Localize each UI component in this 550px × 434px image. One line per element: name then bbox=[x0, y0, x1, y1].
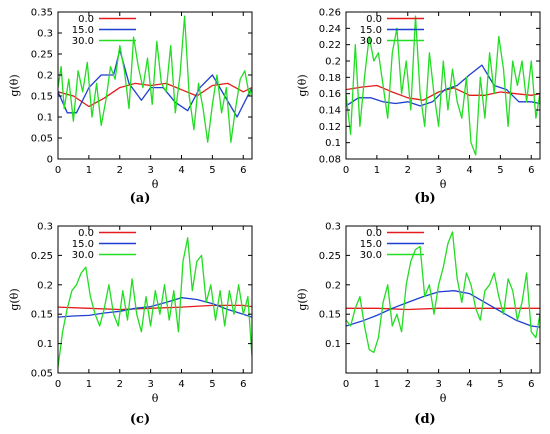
y-tick-label: 0.2 bbox=[37, 280, 53, 291]
x-tick-label: 2 bbox=[117, 165, 123, 176]
x-axis-label: θ bbox=[152, 178, 159, 191]
plot-frame bbox=[345, 225, 541, 374]
y-tick-label: 0.08 bbox=[319, 155, 341, 166]
y-tick-label: 0.25 bbox=[319, 251, 341, 262]
x-tick-label: 0 bbox=[55, 379, 61, 390]
x-tick-label: 6 bbox=[528, 165, 534, 176]
x-tick-label: 0 bbox=[343, 165, 349, 176]
legend-label: 30.0 bbox=[360, 36, 382, 47]
x-tick-label: 3 bbox=[435, 379, 441, 390]
series-line-30.0 bbox=[346, 15, 540, 156]
panel-caption: (b) bbox=[414, 191, 435, 206]
y-tick-label: 0.35 bbox=[31, 8, 53, 19]
chart-panel-c: 0 1 2 3 4 5 6 0.05 0.1 0.15 0.2 0.25 0.3 θ g(θ) 0.015.0… bbox=[8, 222, 253, 427]
x-tick-label: 2 bbox=[405, 379, 411, 390]
x-tick-label: 0 bbox=[343, 379, 349, 390]
x-tick-label: 5 bbox=[209, 379, 215, 390]
panel-caption: (d) bbox=[414, 412, 435, 427]
legend-label: 30.0 bbox=[360, 250, 382, 261]
y-tick-label: 0.16 bbox=[319, 89, 341, 100]
y-tick-label: 0.3 bbox=[37, 222, 53, 233]
x-tick-label: 3 bbox=[435, 165, 441, 176]
x-tick-label: 4 bbox=[466, 379, 472, 390]
y-axis-label: g(θ) bbox=[8, 74, 21, 96]
x-tick-label: 6 bbox=[528, 379, 534, 390]
y-tick-label: 0.05 bbox=[31, 369, 53, 380]
y-tick-label: 0.12 bbox=[319, 122, 341, 133]
x-axis-label: θ bbox=[440, 178, 447, 191]
x-tick-label: 1 bbox=[86, 165, 92, 176]
y-tick-label: 0.15 bbox=[31, 92, 53, 103]
y-axis-label: g(θ) bbox=[296, 74, 309, 96]
panel-caption: (a) bbox=[130, 191, 151, 206]
x-tick-label: 2 bbox=[405, 165, 411, 176]
y-tick-label: 0.3 bbox=[325, 222, 341, 233]
series-line-30.0 bbox=[346, 231, 540, 354]
x-tick-label: 1 bbox=[86, 379, 92, 390]
y-tick-label: 0.25 bbox=[31, 251, 53, 262]
y-tick-label: 0.05 bbox=[31, 134, 53, 145]
y-axis-label: g(θ) bbox=[8, 288, 21, 310]
x-tick-label: 0 bbox=[55, 165, 61, 176]
panel-caption: (c) bbox=[130, 412, 150, 427]
legend-label: 0.0 bbox=[366, 14, 382, 25]
legend-label: 15.0 bbox=[72, 25, 94, 36]
y-tick-label: 0.15 bbox=[31, 310, 53, 321]
y-tick-label: 0.1 bbox=[37, 339, 53, 350]
series-line-30.0 bbox=[58, 237, 252, 368]
chart-panel-a: 0 1 2 3 4 5 6 0 0.05 0.1 0.15 0.2 0.25 0.3 0.35 θ g(θ) 0.… bbox=[8, 8, 253, 206]
y-tick-label: 0 bbox=[47, 155, 53, 166]
legend-label: 30.0 bbox=[72, 36, 94, 47]
y-tick-label: 0.3 bbox=[37, 29, 53, 40]
x-tick-label: 6 bbox=[240, 379, 246, 390]
x-axis-label: θ bbox=[440, 392, 447, 405]
y-tick-label: 0.22 bbox=[319, 40, 341, 51]
legend-label: 30.0 bbox=[72, 250, 94, 261]
x-tick-label: 4 bbox=[178, 379, 184, 390]
y-tick-label: 0.2 bbox=[325, 57, 341, 68]
chart-panel-d: 0 1 2 3 4 5 6 0.1 0.15 0.2 0.25 0.3 θ g(θ) 0.015.030.0… bbox=[296, 222, 541, 427]
x-tick-label: 5 bbox=[497, 165, 503, 176]
x-tick-label: 5 bbox=[209, 165, 215, 176]
series-line-0.0 bbox=[346, 307, 540, 311]
series-line-15.0 bbox=[346, 290, 540, 328]
y-tick-label: 0.1 bbox=[37, 113, 53, 124]
x-tick-label: 6 bbox=[240, 165, 246, 176]
chart-panel-b: 0 1 2 3 4 5 6 0.08 0.1 0.12 0.14 0.16 0.18 0.2 0.22 0.2… bbox=[296, 8, 541, 206]
x-tick-label: 4 bbox=[466, 165, 472, 176]
legend-label: 0.0 bbox=[366, 228, 382, 239]
y-tick-label: 0.18 bbox=[319, 73, 341, 84]
legend-label: 0.0 bbox=[78, 14, 94, 25]
y-axis-label: g(θ) bbox=[296, 288, 309, 310]
y-tick-label: 0.15 bbox=[319, 310, 341, 321]
y-tick-label: 0.25 bbox=[31, 50, 53, 61]
y-tick-label: 0.1 bbox=[325, 339, 341, 350]
x-tick-label: 5 bbox=[497, 379, 503, 390]
legend-label: 15.0 bbox=[360, 239, 382, 250]
y-tick-label: 0.26 bbox=[319, 8, 341, 19]
x-tick-label: 3 bbox=[147, 165, 153, 176]
legend-label: 15.0 bbox=[72, 239, 94, 250]
y-tick-label: 0.2 bbox=[325, 280, 341, 291]
x-axis-label: θ bbox=[152, 392, 159, 405]
x-tick-label: 1 bbox=[374, 379, 380, 390]
plot-frame bbox=[345, 11, 541, 160]
series-line-30.0 bbox=[58, 15, 252, 143]
x-tick-label: 1 bbox=[374, 165, 380, 176]
x-tick-label: 3 bbox=[147, 379, 153, 390]
x-tick-label: 2 bbox=[117, 379, 123, 390]
y-tick-label: 0.2 bbox=[37, 71, 53, 82]
legend-label: 0.0 bbox=[78, 228, 94, 239]
plot-frame bbox=[57, 11, 253, 160]
y-tick-label: 0.14 bbox=[319, 106, 341, 117]
y-tick-label: 0.24 bbox=[319, 24, 341, 35]
x-tick-label: 4 bbox=[178, 165, 184, 176]
y-tick-label: 0.1 bbox=[325, 138, 341, 149]
legend-label: 15.0 bbox=[360, 25, 382, 36]
series-line-15.0 bbox=[58, 49, 252, 118]
plot-frame bbox=[57, 225, 253, 374]
